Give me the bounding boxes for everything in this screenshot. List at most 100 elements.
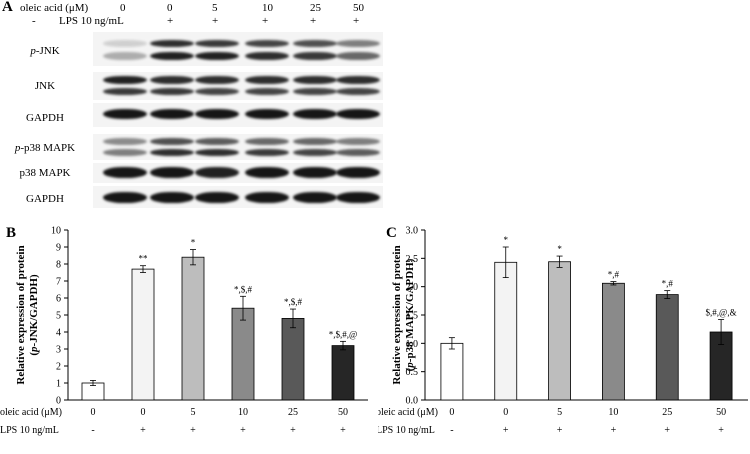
y-tick-label: 4: [56, 328, 61, 339]
y-tick-label: 3: [56, 345, 61, 356]
significance-label: *,$,#: [234, 284, 253, 294]
bar: [331, 345, 355, 401]
significance-label: **: [139, 254, 149, 264]
x-tick-label-lps: +: [664, 425, 670, 436]
blot-lps-value: +: [353, 15, 360, 27]
blot-band: [293, 138, 337, 145]
x-tick-label-oleic: 25: [288, 407, 298, 418]
x-tick-label-oleic: 0: [91, 407, 96, 418]
blot-band: [103, 167, 147, 178]
blot-row-label: p-JNK: [30, 45, 60, 57]
blot-lps-label: LPS 10 ng/mL: [59, 15, 124, 27]
blot-band: [245, 52, 289, 60]
blot-band: [150, 138, 194, 145]
blot-band: [150, 149, 194, 156]
blot-strip: [93, 163, 383, 183]
blot-band: [336, 109, 380, 119]
y-axis-label-line2: (p-JNK/GAPDH): [28, 274, 40, 356]
blot-band: [195, 109, 239, 119]
blot-band: [293, 167, 337, 178]
x-tick-label-oleic: 10: [608, 407, 618, 418]
blot-band: [150, 52, 194, 60]
blot-band: [150, 167, 194, 178]
x-axis-label-lps: LPS 10 ng/mL: [378, 425, 435, 436]
blot-lps-value: +: [212, 15, 219, 27]
blot-band: [195, 192, 239, 203]
blot-lps-value: +: [167, 15, 174, 27]
blot-strip: [93, 186, 383, 208]
blot-band: [245, 88, 289, 95]
bar: [602, 282, 625, 401]
blot-band: [245, 76, 289, 84]
x-tick-label-lps: -: [91, 425, 94, 436]
blot-oleic-value: 10: [262, 2, 273, 14]
blot-strip: [93, 32, 383, 66]
x-axis-label-oleic: oleic acid (μM): [0, 407, 62, 418]
y-tick-label: 8: [56, 260, 61, 271]
x-tick-label-lps: +: [240, 425, 246, 436]
blot-band: [336, 149, 380, 156]
blot-band: [336, 167, 380, 178]
blot-band: [293, 88, 337, 95]
blot-strip: [93, 72, 383, 100]
blot-band: [336, 88, 380, 95]
bar: [494, 261, 518, 401]
blot-band: [150, 40, 194, 47]
blot-row-label: JNK: [34, 80, 56, 92]
x-tick-label-oleic: 5: [557, 407, 562, 418]
x-tick-label-lps: +: [290, 425, 296, 436]
blot-band: [336, 52, 380, 60]
significance-label: *,#: [662, 279, 674, 289]
significance-label: *,$,#,@: [329, 329, 358, 339]
blot-band: [103, 76, 147, 84]
y-axis-label: Relative expression of protein (p-p38 MAP…: [391, 245, 416, 384]
x-axis-label-oleic: oleic acid (μM): [378, 407, 438, 418]
y-tick-label: 1: [56, 379, 61, 390]
blot-row-label: p-p38 MAPK: [14, 142, 76, 154]
y-tick-label: 0.0: [406, 396, 419, 407]
blot-band: [150, 76, 194, 84]
x-tick-label-oleic: 0: [449, 407, 454, 418]
significance-label: *,$,#: [284, 297, 303, 307]
blot-band: [336, 76, 380, 84]
x-tick-label-lps: +: [140, 425, 146, 436]
x-tick-label-oleic: 0: [503, 407, 508, 418]
y-tick-label: 2.5: [406, 254, 419, 265]
blot-band: [336, 192, 380, 203]
blot-band: [103, 40, 147, 47]
x-tick-label-lps: +: [611, 425, 617, 436]
chart-b: 0 1 2 3 4 5 6 7 8 9 10 Relative expression of prote…: [0, 226, 368, 436]
blot-band: [245, 192, 289, 203]
y-tick-label: 1.5: [406, 311, 419, 322]
blot-band: [195, 138, 239, 145]
y-axis-label-line1: Relative expression of protein: [391, 245, 403, 384]
y-tick-label: 9: [56, 243, 61, 254]
blot-band: [103, 138, 147, 145]
blot-lps-value: +: [310, 15, 317, 27]
blot-oleic-value: 0: [120, 2, 126, 14]
blot-band: [293, 52, 337, 60]
blot-band: [150, 109, 194, 119]
bar: [231, 307, 255, 401]
significance-label: *: [504, 235, 509, 245]
blot-band: [245, 167, 289, 178]
blot-strip: [93, 134, 383, 160]
blot-oleic-value: 5: [212, 2, 218, 14]
y-tick-label: 5: [56, 311, 61, 322]
x-tick-label-oleic: 10: [238, 407, 248, 418]
x-tick-label-oleic: 25: [662, 407, 672, 418]
x-tick-label-lps: -: [450, 425, 453, 436]
blot-band: [103, 192, 147, 203]
y-axis-label: Relative expression of protein (p-JNK/GAP…: [15, 245, 40, 384]
blot-lps-value: +: [262, 15, 269, 27]
x-tick-label-oleic: 5: [191, 407, 196, 418]
blot-oleic-value: 0: [167, 2, 173, 14]
blot-band: [195, 149, 239, 156]
blot-band: [195, 88, 239, 95]
blot-band: [336, 138, 380, 145]
x-tick-label-lps: +: [190, 425, 196, 436]
blot-lps-value: -: [32, 15, 36, 27]
significance-label: *: [557, 244, 562, 254]
y-tick-label: 7: [56, 277, 61, 288]
